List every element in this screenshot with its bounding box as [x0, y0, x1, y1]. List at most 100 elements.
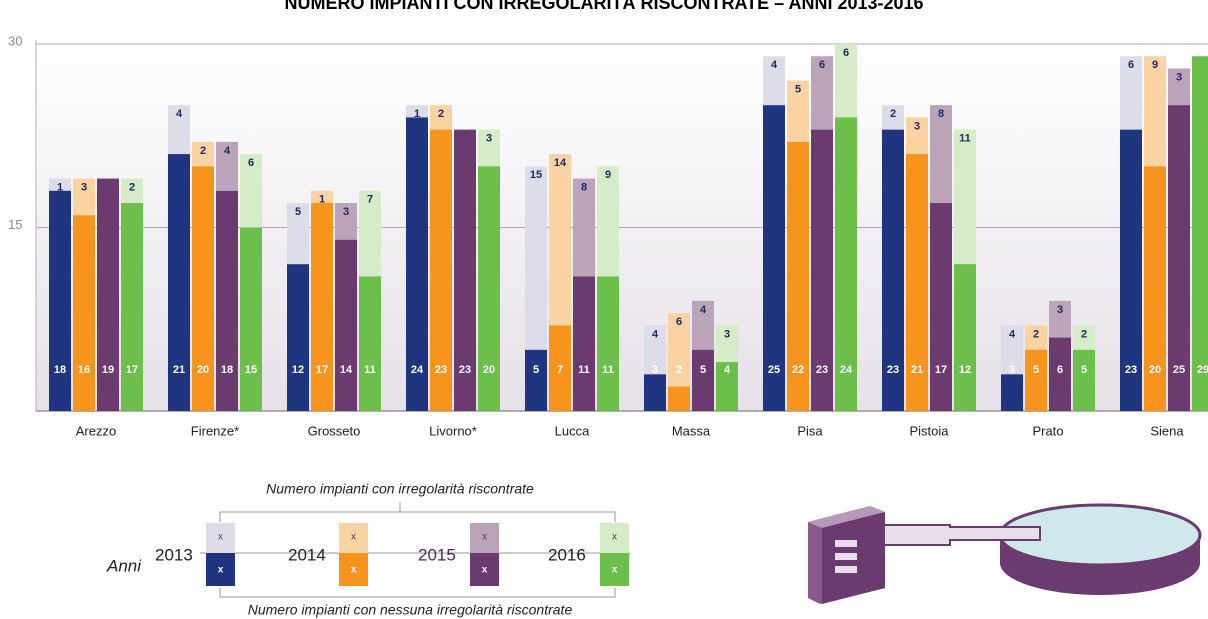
legend-marker: x	[351, 532, 356, 543]
bar-irregular	[192, 141, 214, 167]
bar-irregular	[906, 117, 928, 155]
bar-regular	[763, 105, 785, 412]
bar-irregular	[692, 300, 714, 350]
irregular-label: 8	[938, 108, 944, 120]
irregular-label: 6	[676, 316, 682, 328]
irregular-label: 4	[771, 59, 778, 71]
irregular-label: 4	[224, 145, 231, 157]
bar-regular	[906, 154, 928, 411]
irregular-label: 2	[1081, 328, 1087, 340]
irregular-label: 6	[843, 47, 849, 59]
irregular-label: 14	[554, 157, 567, 169]
bar-regular	[216, 190, 238, 411]
value-label: 6	[1057, 364, 1063, 376]
bar-regular	[668, 386, 690, 411]
irregular-label: 4	[700, 304, 707, 316]
value-label: 3	[652, 364, 658, 376]
bar-irregular	[644, 325, 666, 375]
bar-regular	[335, 239, 357, 411]
value-label: 21	[911, 364, 923, 376]
y-tick-label: 30	[8, 33, 22, 48]
irregular-label: 7	[367, 194, 373, 206]
value-label: 3	[1009, 364, 1015, 376]
bar-irregular	[1049, 300, 1071, 338]
value-label: 2	[676, 364, 682, 376]
value-label: 19	[102, 364, 114, 376]
bar-regular	[692, 349, 714, 411]
bar-irregular	[121, 178, 143, 204]
legend-label: 2016	[548, 545, 586, 564]
value-label: 11	[364, 364, 376, 376]
legend-swatch-light	[470, 523, 499, 553]
value-label: 12	[959, 364, 971, 376]
irregular-label: 6	[248, 157, 254, 169]
value-label: 25	[1173, 364, 1185, 376]
value-label: 23	[816, 364, 828, 376]
value-label: 17	[316, 364, 328, 376]
value-label: 12	[292, 364, 304, 376]
bar-irregular	[1144, 56, 1166, 167]
x-tick-label: Grosseto	[308, 423, 361, 438]
value-label: 23	[1125, 364, 1137, 376]
irregular-label: 4	[176, 108, 183, 120]
value-label: 5	[1081, 364, 1087, 376]
chart-title: NUMERO IMPIANTI CON IRREGOLARITÀ RISCONT…	[284, 0, 923, 13]
bar-regular	[287, 264, 309, 411]
irregular-label: 9	[605, 169, 611, 181]
bar-irregular	[597, 166, 619, 277]
bar-regular	[406, 117, 428, 412]
bar-regular	[1025, 349, 1047, 411]
bar-irregular	[406, 105, 428, 118]
bar-regular	[811, 129, 833, 411]
value-label: 5	[533, 364, 539, 376]
irregular-label: 4	[1009, 328, 1016, 340]
bar-irregular	[930, 105, 952, 204]
irregular-label: 11	[959, 133, 971, 145]
irregular-label: 3	[343, 206, 349, 218]
bar-irregular	[763, 56, 785, 106]
bar-regular	[192, 166, 214, 411]
bar-irregular	[335, 203, 357, 240]
value-label: 21	[173, 364, 185, 376]
irregular-label: 1	[414, 108, 420, 120]
legend-bottom-label: Numero impianti con nessuna irregolarità…	[248, 602, 573, 618]
irregular-label: 3	[81, 181, 87, 193]
bar-irregular	[835, 44, 857, 118]
irregular-label: 2	[1033, 328, 1039, 340]
value-label: 14	[340, 364, 353, 376]
bar-regular	[1001, 374, 1023, 411]
bar-irregular	[1001, 325, 1023, 375]
legend-swatch	[600, 553, 629, 586]
legend-bracket	[200, 502, 630, 598]
legend-swatch-light	[339, 523, 368, 553]
bar-regular	[73, 215, 95, 411]
x-tick-label: Massa	[672, 423, 711, 438]
irregular-label: 2	[129, 181, 135, 193]
bar-irregular	[549, 154, 571, 326]
irregular-label: 3	[724, 328, 730, 340]
bar-regular	[787, 141, 809, 411]
legend-swatch	[339, 553, 368, 586]
x-tick-label: Prato	[1032, 423, 1063, 438]
legend-marker: x	[218, 565, 224, 576]
bar-irregular	[1025, 325, 1047, 350]
bar-regular	[716, 362, 738, 411]
irregular-label: 2	[438, 108, 444, 120]
bar-irregular	[1168, 68, 1190, 106]
bar-regular	[240, 227, 262, 411]
value-label: 20	[1149, 364, 1161, 376]
value-label: 11	[602, 364, 614, 376]
legend-marker: x	[351, 565, 357, 576]
value-label: 23	[887, 364, 899, 376]
bar-irregular	[359, 190, 381, 277]
value-label: 7	[557, 364, 563, 376]
irregular-label: 1	[319, 194, 325, 206]
value-label: 20	[483, 364, 495, 376]
irregular-label: 3	[914, 120, 920, 132]
bar-regular	[1120, 129, 1142, 411]
legend-prefix: Anni	[106, 556, 142, 575]
value-label: 18	[54, 364, 66, 376]
value-label: 25	[768, 364, 780, 376]
x-tick-label: Pistoia	[909, 423, 949, 438]
irregular-label: 3	[1176, 71, 1182, 83]
